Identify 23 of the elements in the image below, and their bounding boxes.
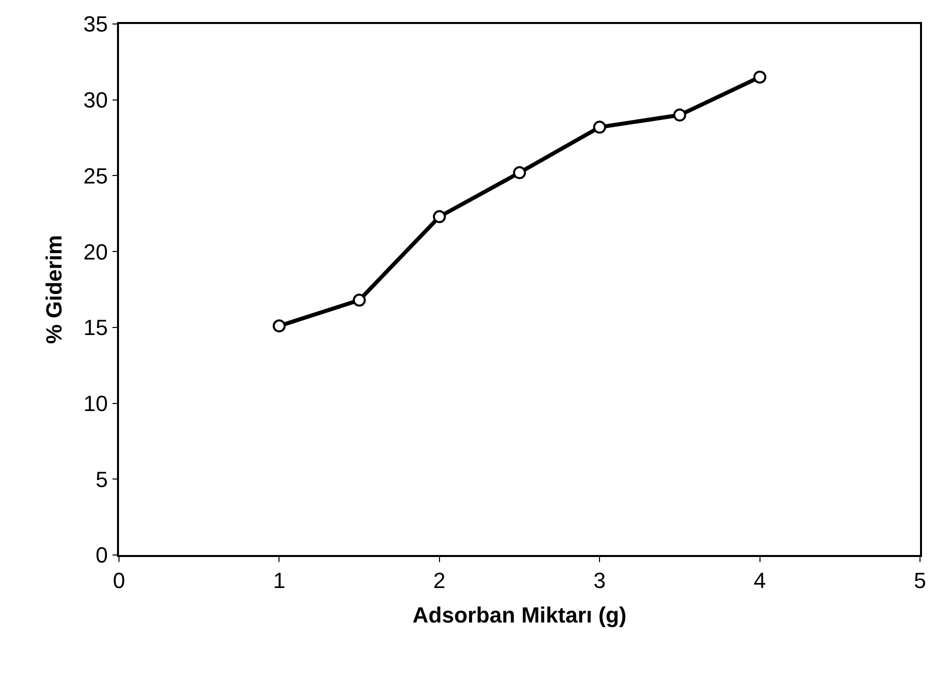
point	[513, 166, 526, 180]
x-tick-label: 5	[914, 568, 926, 594]
y-tick-label: 0	[96, 542, 108, 568]
x-tick-label: 4	[754, 568, 766, 594]
y-tick-label: 25	[83, 163, 108, 188]
y-tick-label: 15	[83, 315, 108, 340]
y-axis-title: % Giderim	[42, 235, 67, 344]
x-tick-label: 1	[273, 568, 286, 594]
point	[352, 294, 366, 307]
y-tick-label: 35	[83, 12, 108, 37]
point	[593, 120, 606, 134]
y-tick-label: 20	[83, 239, 108, 264]
y-tick-label: 10	[83, 390, 108, 416]
y-tick-label: 5	[96, 466, 108, 492]
x-tick-label: 2	[433, 568, 446, 594]
point	[272, 319, 286, 332]
point	[432, 210, 446, 224]
x-tick-label: 0	[112, 568, 126, 594]
x-axis-title: Adsorban Miktarı (g)	[412, 602, 626, 628]
y-tick-label: 30	[83, 88, 108, 113]
point	[753, 70, 766, 84]
point	[673, 108, 686, 122]
x-tick-label: 3	[593, 568, 606, 594]
